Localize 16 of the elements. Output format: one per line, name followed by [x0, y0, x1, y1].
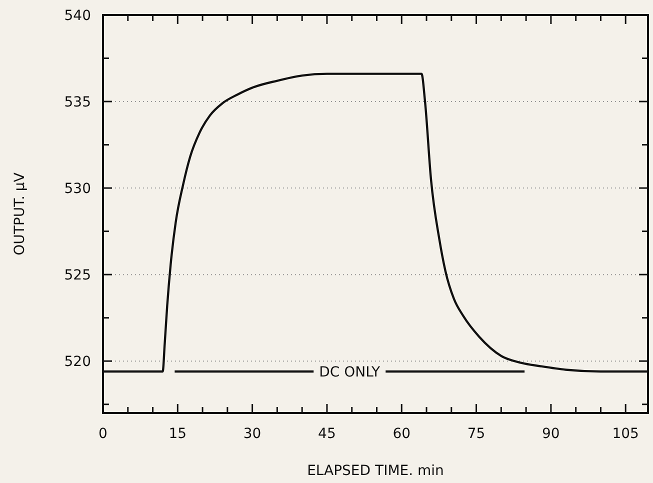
y-axis-title: OUTPUT. µV — [12, 172, 28, 256]
x-tick-label: 75 — [467, 426, 486, 442]
x-axis-title: ELAPSED TIME. min — [307, 463, 444, 479]
y-tick-label: 520 — [64, 354, 91, 370]
y-tick-label: 525 — [64, 267, 91, 284]
x-tick-label: 45 — [318, 426, 336, 442]
x-tick-label: 105 — [612, 426, 639, 442]
y-tick-label: 535 — [64, 94, 91, 110]
y-tick-label: 530 — [64, 180, 91, 197]
x-tick-label: 30 — [243, 426, 262, 442]
x-tick-label: 90 — [542, 426, 560, 442]
x-tick-label: 0 — [98, 426, 108, 442]
series-label: DC ONLY — [319, 364, 381, 380]
x-tick-label: 60 — [392, 426, 411, 442]
y-tick-label: 540 — [64, 8, 91, 24]
x-tick-label: 15 — [168, 426, 187, 442]
